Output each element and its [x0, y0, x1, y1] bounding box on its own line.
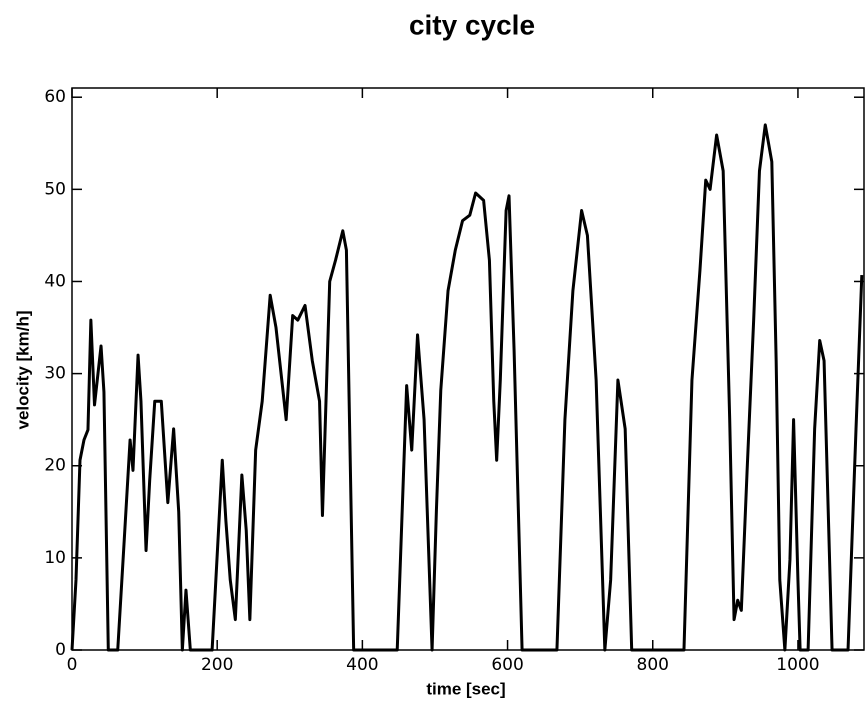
y-tick-label: 30	[44, 364, 66, 384]
y-axis-label: velocity [km/h]	[13, 310, 32, 429]
x-tick-label: 400	[346, 655, 378, 675]
x-tick-label: 0	[67, 655, 78, 675]
x-tick-label: 800	[637, 655, 669, 675]
y-tick-label: 0	[55, 640, 66, 660]
y-tick-label: 40	[44, 271, 66, 291]
plot-frame	[71, 87, 865, 651]
chart-title: city cycle	[409, 9, 535, 40]
y-tick-label: 60	[44, 87, 66, 107]
y-tick-label: 10	[44, 548, 66, 568]
line-series	[70, 123, 864, 652]
x-tick-label: 600	[491, 655, 523, 675]
x-axis-label: time [sec]	[426, 679, 505, 698]
y-tick-label: 20	[44, 456, 66, 476]
y-tick-label: 50	[44, 179, 66, 199]
x-tick-label: 1000	[776, 655, 819, 675]
x-tick-label: 200	[201, 655, 233, 675]
